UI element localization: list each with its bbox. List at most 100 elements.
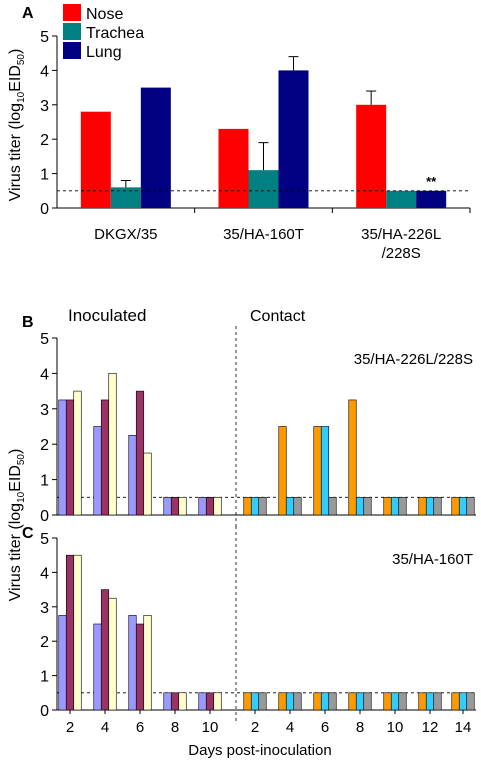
panel-b-contact-bar <box>466 496 475 516</box>
panel-a-bar-trachea <box>110 187 141 208</box>
panel-b-inoculated-label: Inoculated <box>68 306 146 325</box>
panel-b-contact-bar <box>250 496 260 516</box>
panel-c-letter: C <box>22 525 34 542</box>
panel-c-x-tick-label: 2 <box>66 719 74 736</box>
panel-c-inoculated-bar <box>198 692 207 711</box>
panel-b-contact-bar <box>348 399 357 516</box>
panel-b-inoculated-bar <box>163 496 172 516</box>
panel-c-inoculated-bar <box>143 615 152 711</box>
legend-swatch-lung <box>63 42 81 59</box>
panel-c-inoculated-bar <box>178 692 187 711</box>
panel-b-inoculated-bar <box>100 399 110 516</box>
panel-c-x-tick-label: 10 <box>387 719 404 736</box>
panel-c-contact-bar <box>363 692 372 711</box>
panel-b-contact-bar <box>258 496 267 516</box>
panel-b-y-tick-label: 2 <box>40 437 49 454</box>
panel-b-contact-bar <box>383 496 392 516</box>
panel-c-inoculated-bar <box>163 692 172 711</box>
y-title-eid: EID <box>7 65 24 92</box>
panel-c-x-tick-label: 6 <box>321 719 329 736</box>
panel-c-contact-bar <box>458 692 468 711</box>
panel-c-y-tick-label: 1 <box>40 669 49 686</box>
panel-b-contact-bar <box>451 496 460 516</box>
panel-c-inoculated-bar <box>65 554 75 711</box>
panel-a-y-tick-label: 3 <box>40 98 49 115</box>
panel-b-contact-bar <box>425 496 435 516</box>
panel-c-x-tick-label: 10 <box>202 719 219 736</box>
panel-c-contact-bar <box>466 692 475 711</box>
panel-b-contact-bar <box>363 496 372 516</box>
panel-b-inoculated-bar <box>205 496 215 516</box>
panel-c-inoculated-bar <box>128 615 137 711</box>
panel-b-y-tick-label: 5 <box>40 331 49 348</box>
y-title-sub: 10 <box>16 91 27 103</box>
panel-c-contact-bar <box>398 692 407 711</box>
panel-b-letter: B <box>22 314 34 331</box>
panel-b-inoculated-bar <box>170 496 180 516</box>
panel-c-contact-bar <box>243 692 252 711</box>
panel-c-inoculated-bar <box>213 692 222 711</box>
panel-c-inoculated-bar <box>100 589 110 711</box>
panel-b-contact-bar <box>355 496 365 516</box>
panel-c-contact-bar <box>451 692 460 711</box>
panel-b-inoculated-bar <box>213 496 222 516</box>
panel-bc-y-axis-title: Virus titer (log10EID50) <box>7 449 27 602</box>
panel-c-inoculated-bar <box>135 623 145 711</box>
panel-c-contact-bar <box>425 692 435 711</box>
panel-c-y-tick-label: 5 <box>40 531 49 548</box>
panel-b-contact-bar <box>313 426 322 516</box>
panel-a-bar-nose <box>356 104 387 208</box>
panel-c-x-tick-label: 4 <box>286 719 294 736</box>
panel-a-category-label: /228S <box>382 245 421 262</box>
panel-c-x-tick-label: 8 <box>356 719 364 736</box>
y-title-end: ) <box>7 449 24 454</box>
panel-a-bar-trachea <box>248 170 279 208</box>
y-title-eid: EID <box>7 465 24 492</box>
legend-swatch-trachea <box>63 23 81 40</box>
panel-c-contact-bar <box>390 692 400 711</box>
panel-c-x-tick-label: 4 <box>101 719 109 736</box>
panel-b-inoculated-bar <box>93 426 102 516</box>
panel-b-y-tick-label: 0 <box>40 508 49 525</box>
panel-c-inoculated-bar <box>58 615 67 711</box>
panel-c-y-tick-label: 0 <box>40 703 49 720</box>
panel-a-letter: A <box>22 5 34 22</box>
panel-c-contact-bar <box>250 692 260 711</box>
panel-b-chart: 0 1 2 3 4 5 35/HA-226L/228S Inoculated Contact <box>40 306 476 527</box>
panel-a-bar-lung <box>278 70 309 209</box>
panel-c-contact-bar <box>328 692 337 711</box>
y-title-sub2: 50 <box>16 54 27 66</box>
panel-c-contact-bar <box>348 692 357 711</box>
panel-a-chart: 0 1 2 3 4 5 DKGX/35 35/HA-160T 35/HA-226L/228S **… <box>40 4 471 262</box>
panel-b-contact-bar <box>293 496 302 516</box>
panel-b-contact-label: Contact <box>250 308 306 325</box>
panel-b-contact-bar <box>458 496 468 516</box>
panel-b-inoculated-bar <box>73 390 82 516</box>
panel-c-x-tick-label: 8 <box>171 719 179 736</box>
panel-c-contact-bar <box>293 692 302 711</box>
panel-a-bar-nose <box>218 128 249 208</box>
legend-label-lung: Lung <box>86 44 122 61</box>
panel-b-contact-bar <box>433 496 442 516</box>
panel-a-bar-lung <box>416 190 447 208</box>
panel-c-contact-bar <box>418 692 427 711</box>
panel-b-inoculated-bar <box>58 399 67 516</box>
panel-a-y-tick-label: 0 <box>40 201 49 218</box>
y-title-main: Virus titer (log <box>7 103 24 201</box>
panel-c-contact-bar <box>258 692 267 711</box>
panel-c-x-tick-label: 6 <box>136 719 144 736</box>
panel-a-y-tick-label: 4 <box>40 63 49 80</box>
panel-a-y-tick-label: 1 <box>40 167 49 184</box>
panel-a-bar-nose <box>80 111 111 208</box>
panel-b-inoculated-bar <box>178 496 187 516</box>
y-title-sub2: 50 <box>16 454 27 466</box>
panel-c-inoculated-bar <box>73 554 82 711</box>
y-title-main: Virus titer (log <box>7 503 24 601</box>
panel-c-x-tick-label: 14 <box>455 719 472 736</box>
panel-c-annotation-title: 35/HA-160T <box>392 551 473 568</box>
panel-b-y-tick-label: 4 <box>40 366 49 383</box>
panel-a-y-axis-title: Virus titer (log10EID50) <box>7 49 27 202</box>
panel-a-significance-annotation: ** <box>426 174 437 189</box>
panel-a-category-label: 35/HA-226L <box>361 226 441 243</box>
panel-b-contact-bar <box>390 496 400 516</box>
